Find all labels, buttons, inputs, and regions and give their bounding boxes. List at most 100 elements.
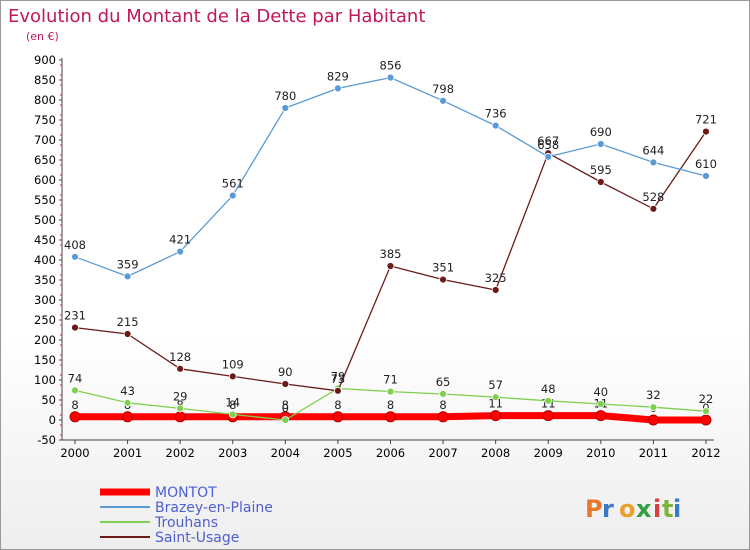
data-label: 8 [439,398,446,412]
data-point [649,204,658,213]
data-label: 22 [699,392,714,406]
data-point [281,380,290,388]
data-point [491,286,500,294]
logo-letter: o [619,495,636,523]
x-tick-label: 2010 [586,446,615,460]
data-point [386,262,395,270]
data-point [491,121,500,130]
data-label: 385 [380,247,402,261]
chart-subtitle: (en €) [26,30,59,43]
data-label: 79 [331,369,346,383]
data-label: 40 [593,385,608,399]
data-point [542,410,554,422]
logo-letter: i [673,495,681,523]
data-label: 421 [169,233,191,247]
data-label: 43 [120,384,135,398]
data-point [700,414,712,426]
x-tick-label: 2006 [376,446,405,460]
data-point [174,411,186,423]
x-tick-label: 2008 [481,446,510,460]
data-label: 667 [537,134,559,148]
y-tick-label: 500 [34,213,56,227]
data-point [228,191,237,200]
logo-letter: x [636,495,652,523]
data-point [384,411,396,423]
y-tick-label: 50 [41,393,56,407]
data-point [702,127,710,136]
legend-label: Brazey-en-Plaine [155,500,273,516]
y-tick-label: 150 [34,353,56,367]
y-tick-label: 200 [34,333,56,347]
y-tick-label: 300 [34,293,56,307]
logo-letter: i [653,495,661,523]
y-tick-label: 650 [34,153,56,167]
x-tick-label: 2001 [113,446,142,460]
legend-label: Saint-Usage [155,530,239,546]
data-label: 325 [485,271,507,285]
data-point [123,398,132,407]
data-point [649,158,658,167]
series-trouhans: 74 43 29 14 0 79 71 65 57 48 40 32 22 [68,369,714,424]
data-point [491,393,500,402]
data-label: 798 [432,82,454,96]
data-label: 29 [173,389,188,403]
data-point [702,407,710,416]
data-label: 73 [331,372,346,386]
data-label: 215 [117,315,139,329]
data-label: 90 [278,365,293,379]
logo-letter: r [602,495,614,523]
data-label: 736 [485,107,507,121]
data-label: 856 [380,59,402,73]
data-point [71,252,79,261]
data-point [228,410,237,419]
data-point [544,152,553,161]
data-point [69,411,81,423]
data-point [122,411,134,423]
data-label: 408 [64,238,86,252]
data-point [333,84,342,93]
legend-label: MONTOT [155,485,217,501]
data-label: 71 [383,373,398,387]
data-point [647,414,659,426]
data-label: 8 [334,398,341,412]
data-point [333,386,342,395]
data-label: 48 [541,382,556,396]
data-label: 721 [695,113,717,127]
data-label: 780 [274,89,296,103]
data-point [596,140,605,148]
y-tick-label: 400 [34,253,56,267]
data-point [439,96,447,105]
series-layer: 8888888811111100744329140797165574840322… [64,59,717,426]
data-label: 231 [64,309,86,323]
data-point [71,386,79,395]
data-point [176,247,185,256]
data-point [439,275,447,284]
data-label: 8 [229,398,236,412]
data-point [437,411,449,423]
data-label: 528 [642,190,664,204]
y-tick-label: 450 [34,233,56,247]
x-tick-label: 2003 [218,446,247,460]
data-label: 690 [590,125,612,139]
data-point [702,172,710,180]
data-point [281,416,290,424]
data-point [123,330,132,338]
y-tick-label: 0 [49,413,56,427]
y-tick-label: 550 [34,193,56,207]
data-label: 595 [590,163,612,177]
axes: -500501001502002503003504004505005506006… [34,53,721,460]
x-tick-label: 2000 [60,446,89,460]
data-label: 561 [222,177,244,191]
x-tick-label: 2009 [534,446,563,460]
logo-letter: P [585,495,603,523]
x-tick-label: 2002 [166,446,195,460]
series-montot: 8888888811111100 [69,397,712,426]
x-tick-label: 2007 [428,446,457,460]
data-label: 8 [71,398,78,412]
y-tick-label: -50 [37,433,56,447]
data-label: 610 [695,157,717,171]
data-label: 14 [225,395,240,409]
data-point [490,410,502,422]
